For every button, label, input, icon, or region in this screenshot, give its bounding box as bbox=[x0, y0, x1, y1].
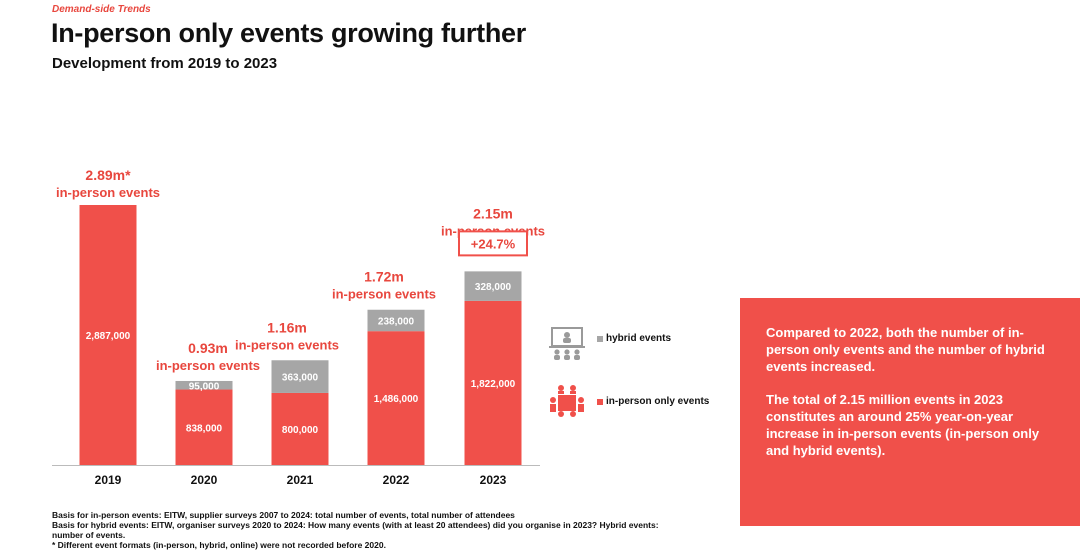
bar-label-inperson-2020: 838,000 bbox=[186, 423, 223, 434]
growth-badge-box bbox=[458, 230, 528, 257]
bar-label-inperson-2022: 1,486,000 bbox=[374, 394, 419, 405]
bar-label-hybrid-2021: 363,000 bbox=[282, 373, 319, 384]
x-tick-2021: 2021 bbox=[287, 473, 314, 487]
bar-label-hybrid-2023: 328,000 bbox=[475, 282, 512, 293]
bar-label-hybrid-2022: 238,000 bbox=[378, 316, 415, 327]
bar-inperson-2022 bbox=[367, 331, 425, 465]
bar-label-hybrid-2020: 95,000 bbox=[189, 381, 220, 392]
bar-label-inperson-2021: 800,000 bbox=[282, 425, 319, 436]
info-paragraph-2: The total of 2.15 million events in 2023… bbox=[766, 392, 1040, 458]
total-value-2021: 1.16m bbox=[267, 319, 307, 335]
legend-inperson-label: in-person only events bbox=[606, 396, 710, 407]
legend-hybrid: hybrid events bbox=[597, 333, 671, 344]
growth-badge: +24.7% bbox=[471, 236, 516, 251]
total-value-2022: 1.72m bbox=[364, 269, 404, 285]
total-value-2020: 0.93m bbox=[188, 340, 228, 356]
legend-inperson: in-person only events bbox=[597, 396, 709, 407]
page-subtitle: Development from 2019 to 2023 bbox=[52, 55, 278, 72]
presentation-screen-icon bbox=[549, 327, 585, 360]
footnote-line-2: Basis for hybrid events: EITW, organiser… bbox=[52, 520, 659, 540]
bar-hybrid-2021 bbox=[271, 360, 329, 393]
total-label-2019: in-person events bbox=[56, 185, 160, 200]
legend-hybrid-swatch bbox=[597, 335, 603, 342]
bar-inperson-2019 bbox=[79, 205, 137, 465]
legend-hybrid-label: hybrid events bbox=[606, 333, 672, 344]
bar-inperson-2020 bbox=[175, 389, 233, 465]
bar-hybrid-2023 bbox=[464, 271, 522, 301]
x-tick-2020: 2020 bbox=[191, 473, 218, 487]
info-paragraph-1: Compared to 2022, both the number of in-… bbox=[766, 325, 1045, 374]
meeting-group-icon bbox=[550, 385, 584, 417]
section-kicker: Demand-side Trends bbox=[52, 4, 151, 15]
x-tick-2023: 2023 bbox=[480, 473, 507, 487]
total-label-2022: in-person events bbox=[332, 287, 436, 302]
bar-hybrid-2022 bbox=[367, 309, 425, 332]
page-title: In-person only events growing further bbox=[51, 18, 526, 48]
info-box: Compared to 2022, both the number of in-… bbox=[740, 298, 1080, 526]
bar-inperson-2023 bbox=[464, 300, 522, 465]
footnote-line-3: * Different event formats (in-person, hy… bbox=[52, 540, 386, 550]
bar-label-inperson-2019: 2,887,000 bbox=[86, 331, 131, 342]
total-value-2023: 2.15m bbox=[473, 205, 513, 221]
bar-hybrid-2020 bbox=[175, 380, 233, 390]
footnotes: Basis for in-person events: EITW, suppli… bbox=[52, 510, 692, 550]
footnote-line-1: Basis for in-person events: EITW, suppli… bbox=[52, 510, 515, 520]
bar-inperson-2021 bbox=[271, 392, 329, 465]
bar-label-inperson-2023: 1,822,000 bbox=[471, 379, 516, 390]
legend-inperson-swatch bbox=[597, 398, 603, 405]
x-tick-2019: 2019 bbox=[95, 473, 122, 487]
total-value-2019: 2.89m* bbox=[85, 167, 131, 183]
x-tick-2022: 2022 bbox=[383, 473, 410, 487]
total-label-2020: in-person events bbox=[156, 358, 260, 373]
total-label-2021: in-person events bbox=[235, 337, 339, 352]
